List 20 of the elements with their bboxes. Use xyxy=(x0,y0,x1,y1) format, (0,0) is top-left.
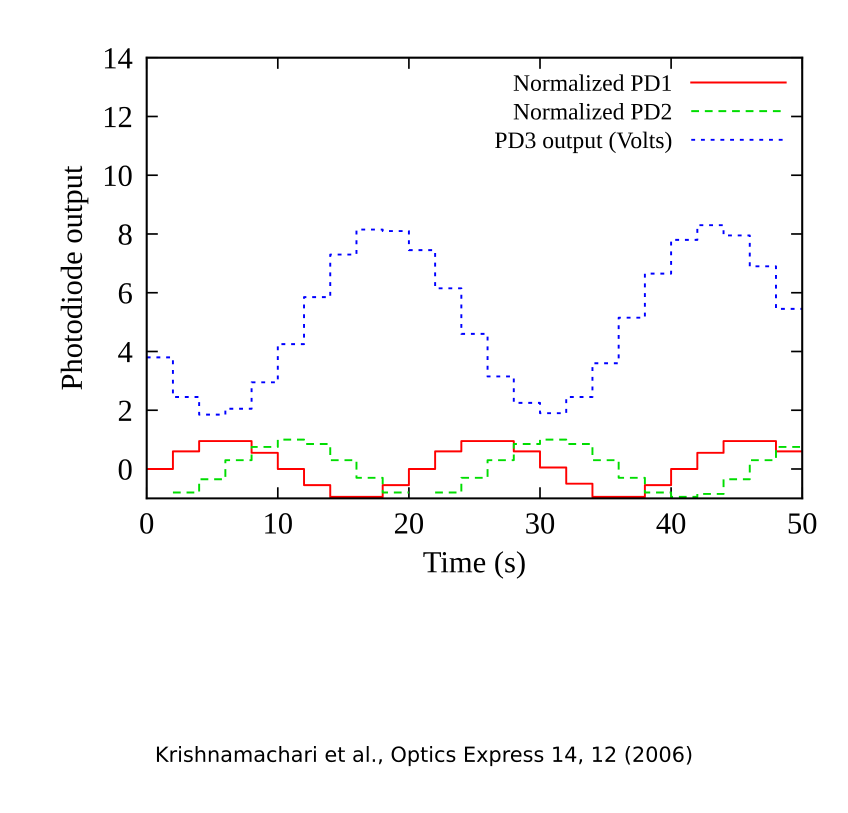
legend-label: Normalized PD2 xyxy=(514,103,672,120)
y-tick-label: 2 xyxy=(118,400,132,421)
y-tick-label: 14 xyxy=(104,48,132,68)
y-tick-label: 12 xyxy=(104,106,132,128)
legend-label: Normalized PD1 xyxy=(514,74,671,92)
x-tick-label: 30 xyxy=(526,513,554,534)
legend-label: PD3 output (Volts) xyxy=(495,132,672,154)
y-tick-label: 0 xyxy=(118,459,132,480)
x-tick-label: 10 xyxy=(265,513,292,534)
y-axis-title: Photodiode output xyxy=(60,166,88,390)
y-tick-label: 4 xyxy=(118,342,132,362)
x-tick-label: 50 xyxy=(788,513,816,534)
y-tick-label: 6 xyxy=(118,283,132,304)
x-axis-title: Time (s) xyxy=(423,551,525,579)
x-tick-label: 40 xyxy=(656,513,686,534)
text: Krishnamachari et al., Optics Express 14, 12 (2006) xyxy=(156,746,692,766)
x-tick-label: 0 xyxy=(140,513,154,534)
y-tick-label: 8 xyxy=(118,224,132,245)
x-tick-label: 20 xyxy=(394,513,424,534)
y-tick-label: 10 xyxy=(104,166,132,186)
